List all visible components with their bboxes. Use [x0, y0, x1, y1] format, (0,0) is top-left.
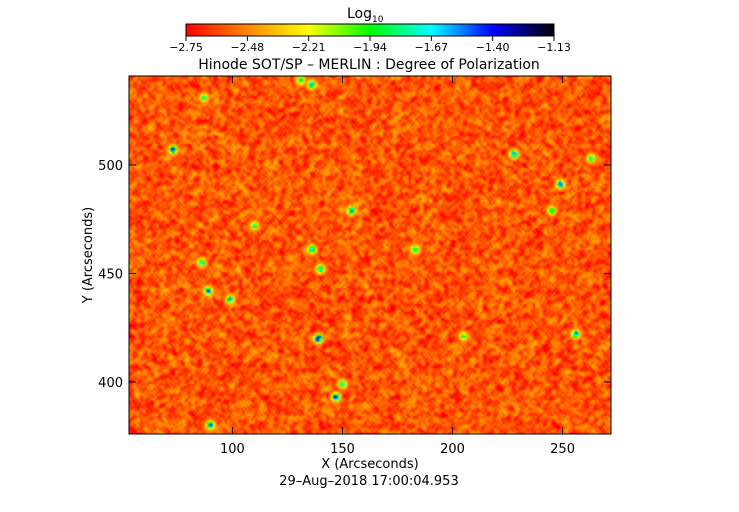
- colorbar-tick-label: −2.48: [230, 41, 264, 54]
- x-axis: 100 150 200 250: [220, 76, 575, 457]
- colorbar-tick-label: −1.67: [414, 41, 448, 54]
- plot-area: 100 150 200 250 400 450 500: [98, 75, 612, 457]
- colorbar-tick-label: −2.21: [292, 41, 326, 54]
- colorbar: Log10 −2.75 −2.48 −2.21 −1.94 −1.67 −1.40 −1.1…: [169, 6, 571, 54]
- timestamp: 29–Aug–2018 17:00:04.953: [279, 474, 458, 489]
- colorbar-tick-label: −1.40: [476, 41, 510, 54]
- colorbar-tick-label: −1.94: [353, 41, 387, 54]
- x-axis-label: X (Arcseconds): [321, 457, 418, 472]
- y-axis: 400 450 500: [98, 159, 611, 391]
- y-axis-label: Y (Arcseconds): [81, 207, 96, 304]
- y-tick-label: 450: [98, 267, 123, 282]
- colorbar-tick-label: −2.75: [169, 41, 203, 54]
- y-tick-label: 500: [98, 159, 123, 174]
- x-tick-label: 100: [220, 442, 245, 457]
- colorbar-gradient: [185, 23, 555, 37]
- colorbar-tick-label: −1.13: [537, 41, 571, 54]
- x-tick-label: 250: [550, 442, 575, 457]
- colorbar-label-subscript: 10: [372, 15, 384, 25]
- chart-title: Hinode SOT/SP – MERLIN : Degree of Polar…: [198, 57, 540, 73]
- y-tick-label: 400: [98, 376, 123, 391]
- heatmap-image: [129, 76, 611, 434]
- plot-frame: [128, 75, 612, 435]
- colorbar-label-base: Log: [347, 6, 372, 22]
- x-tick-label: 150: [330, 442, 355, 457]
- x-tick-label: 200: [440, 442, 465, 457]
- colorbar-label: Log10: [347, 6, 384, 25]
- colorbar-ticks: −2.75 −2.48 −2.21 −1.94 −1.67 −1.40 −1.13: [169, 36, 571, 54]
